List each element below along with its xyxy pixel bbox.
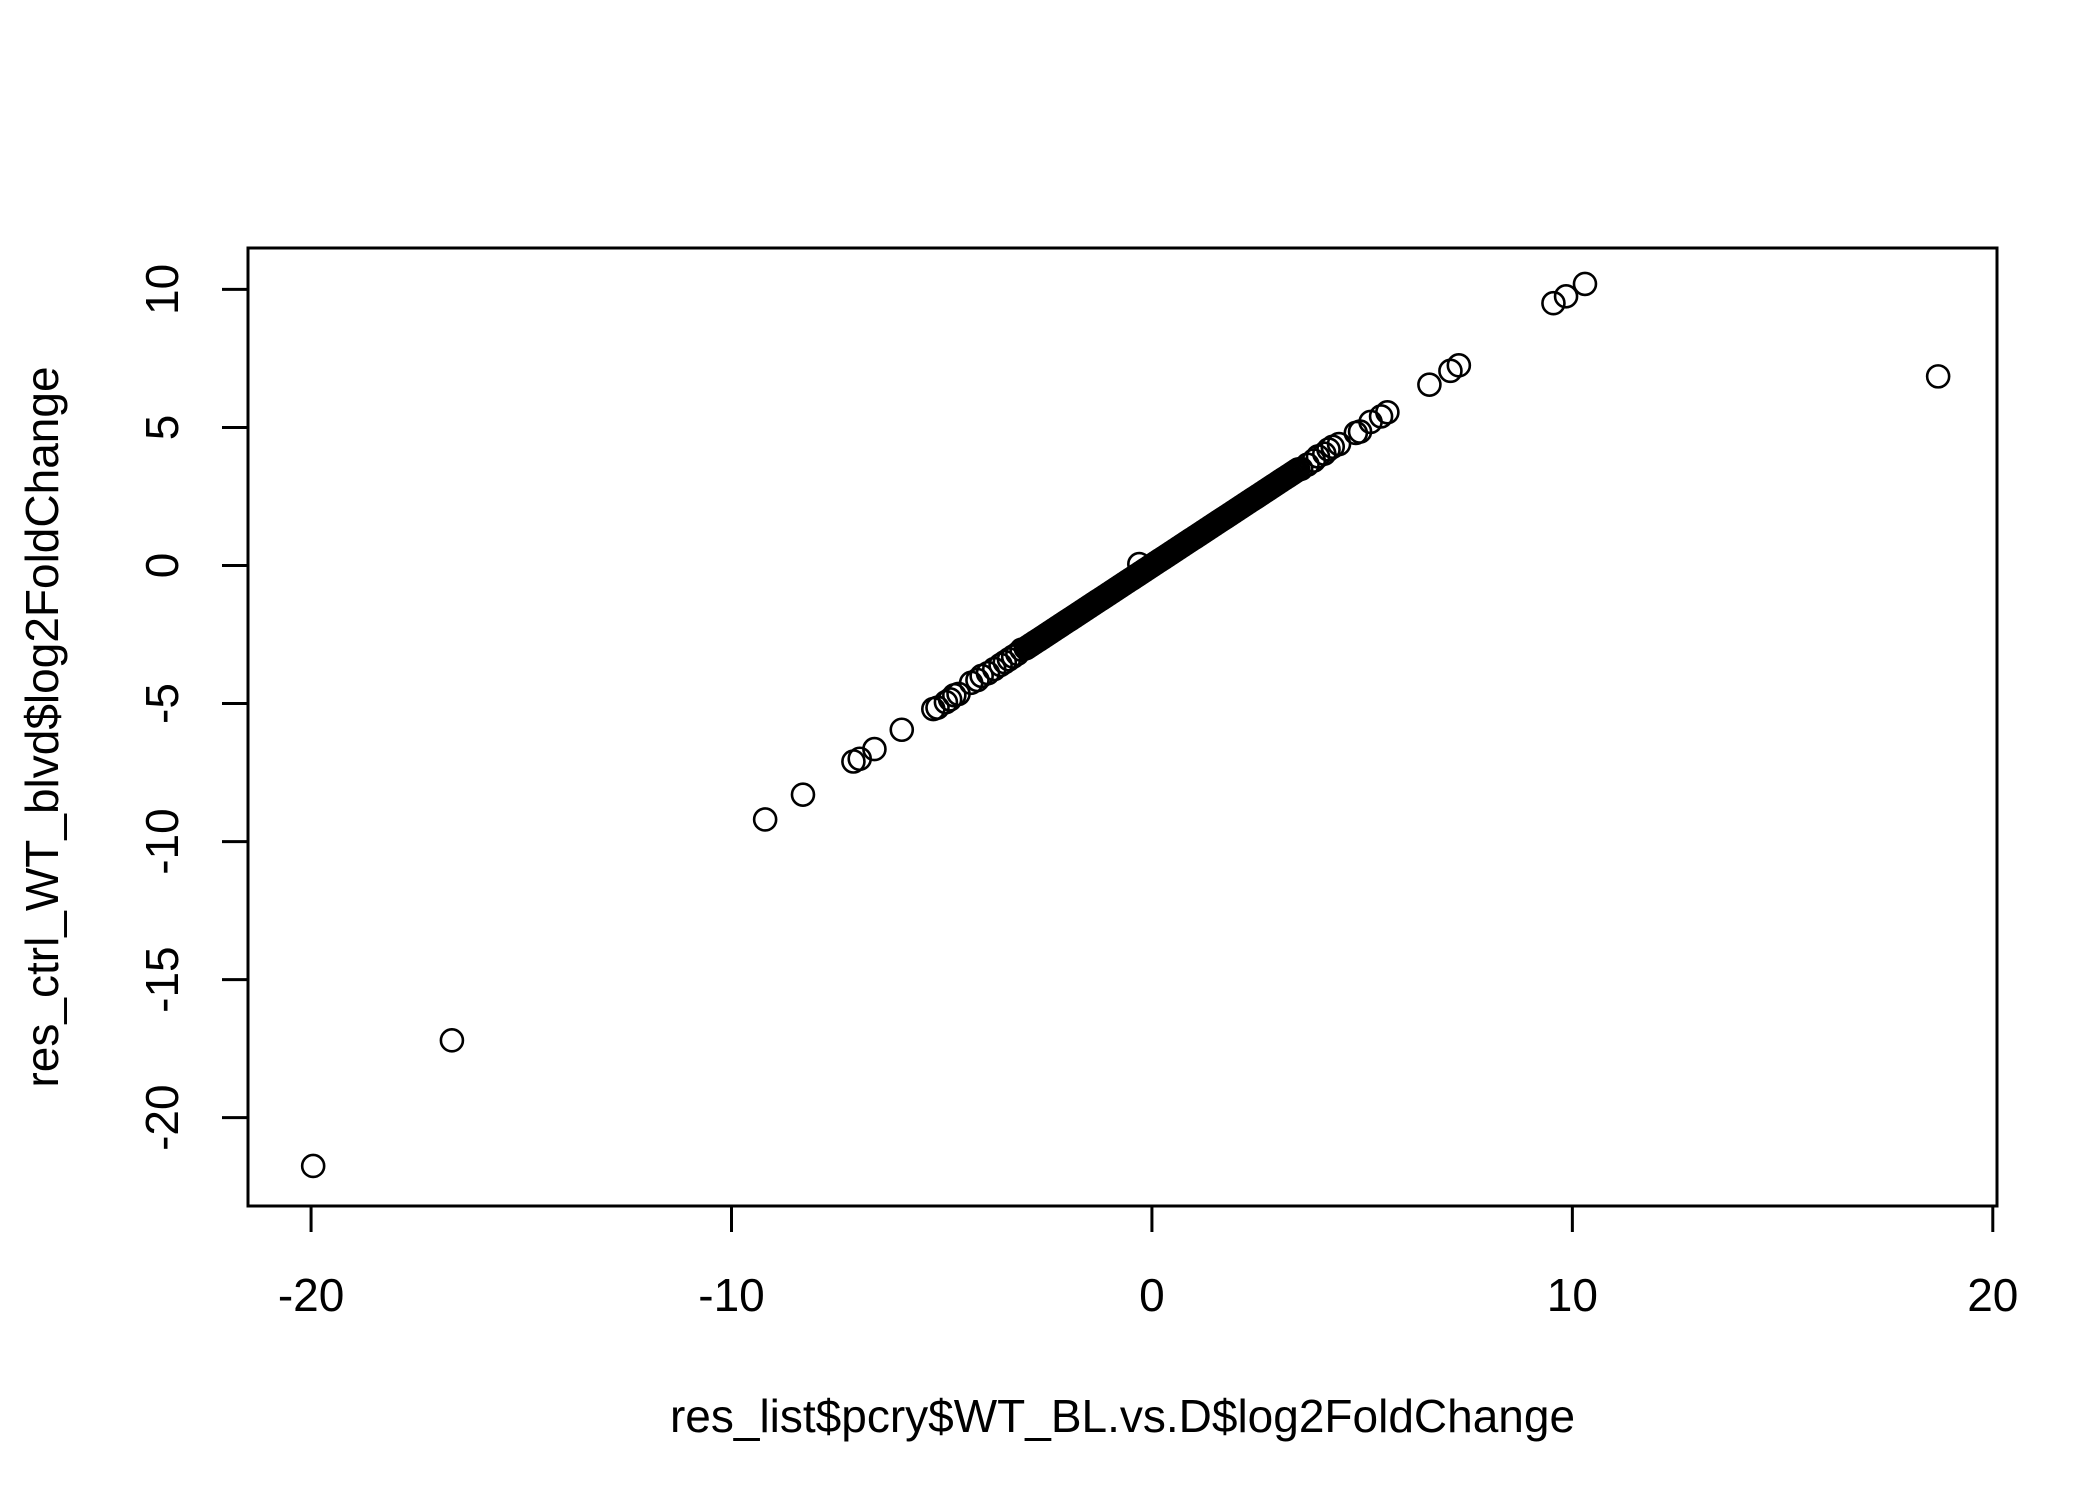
data-points <box>300 271 1951 1179</box>
data-point <box>1553 284 1579 309</box>
y-tick-label: 5 <box>136 415 188 441</box>
data-point <box>1417 372 1442 397</box>
data-point <box>439 1028 465 1053</box>
x-tick-label: -10 <box>698 1269 764 1321</box>
data-point <box>889 717 915 743</box>
data-point <box>862 736 887 762</box>
data-point <box>1368 404 1394 429</box>
y-tick-label: -20 <box>136 1084 188 1150</box>
data-point <box>933 689 959 715</box>
data-point <box>1285 457 1311 482</box>
y-axis: -20 -15 -10 -5 0 5 10 <box>136 264 250 1151</box>
x-axis: -20 -10 0 10 20 <box>278 1204 2018 1321</box>
data-point <box>300 1153 326 1179</box>
plot-box <box>246 246 1999 1208</box>
x-axis-title: res_list$pcry$WT_BL.vs.D$log2FoldChange <box>670 1390 1575 1442</box>
data-point <box>1572 271 1598 297</box>
x-tick-label: 20 <box>1967 1269 2018 1321</box>
y-tick-label: -10 <box>136 808 188 874</box>
y-tick-label: 0 <box>136 553 188 579</box>
data-point <box>752 807 778 832</box>
data-point <box>1446 353 1472 378</box>
data-point <box>1375 399 1400 425</box>
x-tick-label: 10 <box>1547 1269 1598 1321</box>
x-tick-label: 0 <box>1139 1269 1165 1321</box>
data-point <box>1541 290 1566 316</box>
y-tick-label: -15 <box>136 946 188 1012</box>
data-point <box>1925 364 1951 389</box>
data-point <box>1326 431 1352 457</box>
y-tick-label: -5 <box>136 683 188 724</box>
data-point <box>790 782 816 807</box>
y-axis-title: res_ctrl_WT_blvd$log2FoldChange <box>16 366 68 1087</box>
data-point <box>975 660 1001 686</box>
x-tick-label: -20 <box>278 1269 344 1321</box>
y-tick-label: 10 <box>136 264 188 315</box>
